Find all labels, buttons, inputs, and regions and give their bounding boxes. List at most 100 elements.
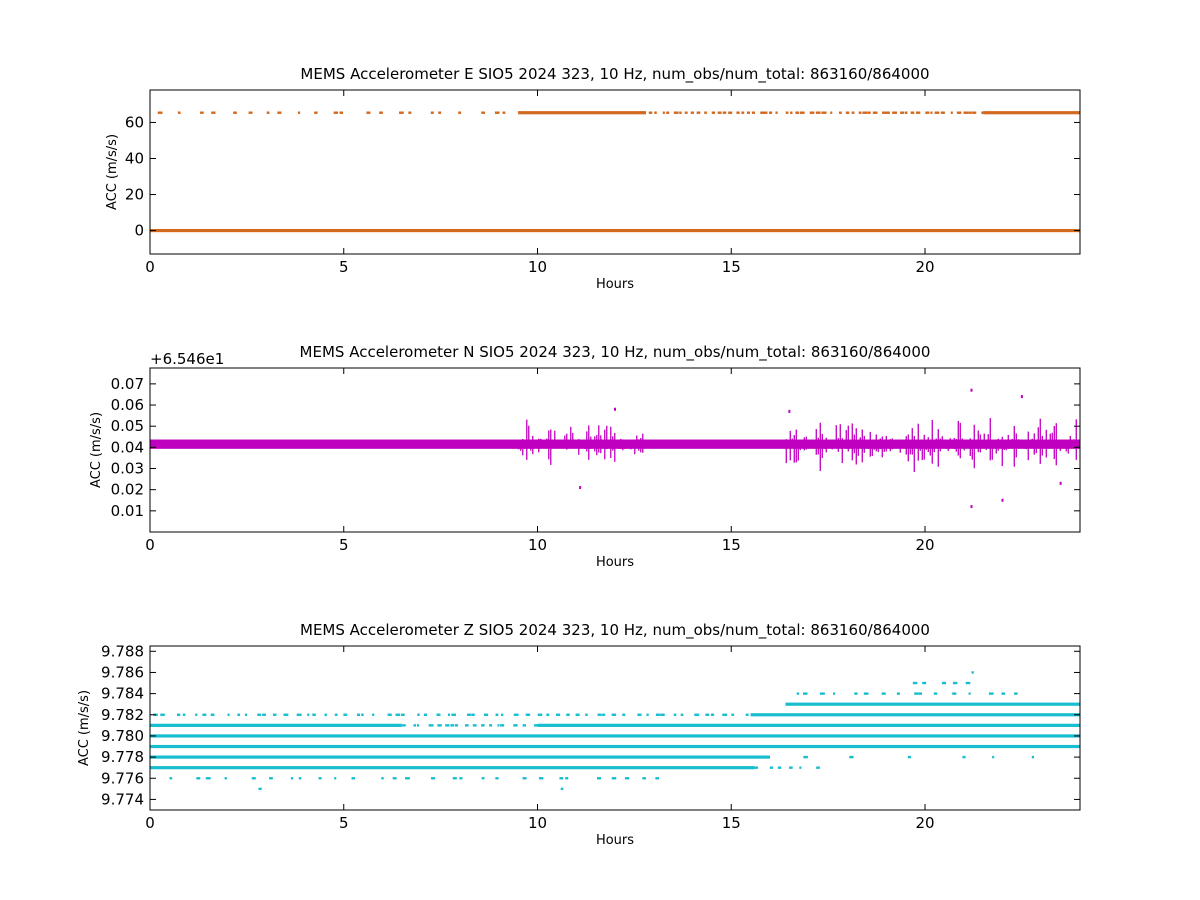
subplot-n-noise-spike — [927, 437, 929, 453]
subplot-z-point — [1001, 692, 1005, 695]
subplot-n-noise-spike — [1033, 433, 1035, 455]
subplot-z-point — [227, 713, 230, 716]
subplot-n-noise-spike — [580, 442, 582, 446]
subplot-n-noise-spike — [616, 439, 618, 447]
subplot-n-y-tick-label: 0.04 — [111, 438, 144, 456]
subplot-n-noise-spike — [941, 436, 943, 447]
subplot-n-noise-spike — [552, 440, 554, 448]
subplot-n-noise-spike — [588, 425, 590, 460]
subplot-n-y-tick-label: 0.06 — [111, 396, 144, 414]
subplot-n-noise-spike — [636, 435, 638, 446]
subplot-z-dense-band — [150, 744, 1080, 749]
subplot-n-noise-spike — [610, 426, 612, 459]
subplot-e-y-tick-label: 60 — [125, 113, 144, 131]
subplot-z-x-label: Hours — [596, 833, 634, 848]
subplot-n-noise-spike — [967, 442, 969, 446]
subplot-n-noise-spike — [799, 443, 801, 451]
subplot-e-point — [408, 111, 412, 114]
subplot-n-noise-spike — [965, 442, 967, 449]
subplot-e-x-tick-label: 20 — [915, 258, 934, 276]
subplot-z-point — [472, 724, 477, 727]
subplot-z-point — [833, 692, 836, 695]
subplot-e-y-ticks: 0 20 40 60 — [125, 113, 1080, 240]
subplot-n-noise-spike — [813, 440, 815, 448]
subplot-z-point — [637, 713, 642, 716]
subplot-n-noise-spike — [837, 438, 839, 452]
subplot-n-noise-spike — [630, 443, 632, 450]
subplot-n-noise-spike — [584, 442, 586, 449]
subplot-n-noise-spike — [959, 422, 961, 459]
subplot-z-y-tick-label: 9.784 — [101, 685, 144, 703]
subplot-e-point — [690, 111, 694, 114]
subplot-z-point — [912, 681, 918, 685]
subplot-z-point — [334, 713, 338, 716]
subplot-n-noise-spike — [546, 438, 548, 446]
subplot-n-noise-spike — [1023, 441, 1025, 449]
subplot-e-dense-band — [518, 111, 646, 115]
subplot-e-point — [981, 111, 985, 114]
subplot-z-point — [269, 777, 273, 780]
subplot-e-point — [790, 111, 793, 114]
subplot-n-noise-spike — [919, 441, 921, 451]
subplot-n-noise-spike — [783, 439, 785, 449]
subplot-z-point — [483, 713, 489, 716]
subplot-e-point — [763, 111, 768, 114]
subplot-z-point — [423, 713, 427, 716]
subplot-z-dense-band — [150, 755, 770, 759]
subplot-n-noise-spike — [789, 430, 791, 461]
subplot-n-noise-spike — [612, 436, 614, 451]
subplot-n-extreme-point — [1059, 481, 1062, 485]
subplot-n-noise-spike — [518, 441, 520, 450]
subplot-n-noise-spike — [961, 438, 963, 445]
subplot-z-point — [495, 713, 499, 716]
subplot-e-point — [248, 111, 253, 114]
subplot-n-x-ticks: 0 5 10 15 20 — [145, 368, 935, 554]
subplot-z-point — [596, 777, 601, 780]
subplot-n-noise-spike — [578, 439, 580, 455]
subplot-z-point — [283, 713, 289, 716]
subplot-n-noise-spike — [997, 438, 999, 451]
subplot-n-noise-spike — [1007, 434, 1009, 449]
subplot-n-noise-spike — [849, 441, 851, 447]
subplot-n-noise-spike — [939, 438, 941, 452]
subplot-z-y-tick-label: 9.788 — [101, 642, 144, 660]
subplot-z-point — [195, 713, 198, 716]
subplot-z-point — [680, 713, 684, 716]
subplot-e-point — [679, 111, 682, 114]
subplot-e-point — [314, 111, 318, 114]
subplot-e-point — [494, 111, 500, 114]
subplot-n-noise-spike — [626, 443, 628, 447]
subplot-e-point — [366, 111, 371, 114]
subplot-n-x-tick-label: 20 — [915, 536, 934, 554]
subplot-n-noise-spike — [550, 429, 552, 465]
subplot-n-noise-spike — [875, 434, 877, 452]
subplot-n-noise-spike — [1057, 439, 1059, 447]
subplot-n-noise-spike — [973, 424, 975, 469]
subplot-n-extreme-point — [1020, 395, 1023, 399]
subplot-n-noise-spike — [827, 439, 829, 446]
subplot-z-point — [489, 724, 493, 727]
subplot-n-noise-spike — [937, 429, 939, 467]
subplot-n-noise-spike — [847, 425, 849, 452]
subplot-z-point — [907, 755, 911, 759]
subplot-n-noise-spike — [881, 436, 883, 458]
subplot-z-point — [445, 724, 450, 727]
subplot-n-noise-spike — [606, 425, 608, 450]
subplot-z-point — [465, 724, 469, 727]
subplot-z-point — [356, 713, 360, 716]
subplot-n-y-label: ACC (m/s/s) — [89, 412, 104, 488]
subplot-n-noise-spike — [977, 430, 979, 453]
subplot-e-point — [823, 111, 827, 114]
subplot-z-y-tick-label: 9.780 — [101, 727, 144, 745]
subplot-n-noise-spike — [534, 442, 536, 449]
subplot-e-point — [728, 111, 733, 114]
subplot-n-noise-spike — [1005, 444, 1007, 451]
subplot-n-noise-spike — [949, 438, 951, 449]
subplot-z-point — [914, 692, 919, 695]
subplot-e: MEMS Accelerometer E SIO5 2024 323, 10 H… — [105, 65, 1081, 292]
subplot-n-noise-spike — [566, 433, 568, 450]
subplot-z-point — [451, 713, 456, 716]
subplot-z-point — [343, 713, 348, 716]
subplot-n-y-ticks: 0.01 0.02 0.03 0.04 0.05 0.06 0.07 — [111, 375, 1080, 520]
